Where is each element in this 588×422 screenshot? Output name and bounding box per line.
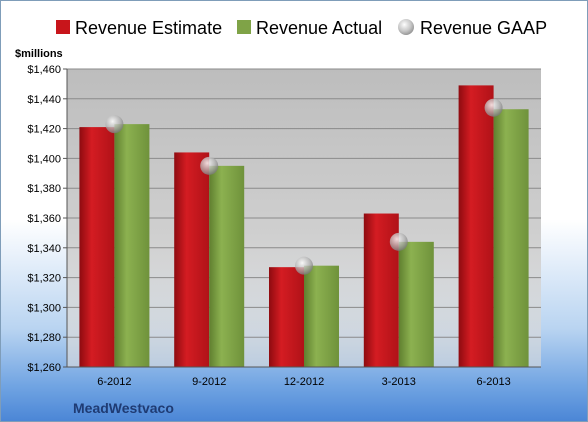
y-tick-label: $1,420 xyxy=(27,124,61,136)
legend-swatch-revenue-estimate xyxy=(56,20,70,34)
gaap-markers xyxy=(105,98,503,275)
bar-revenue-actual xyxy=(398,241,434,367)
bar-revenue-actual xyxy=(493,109,529,367)
bars xyxy=(79,85,529,367)
y-tick-label: $1,280 xyxy=(27,332,61,344)
bar-revenue-actual xyxy=(209,165,245,367)
bar-revenue-actual xyxy=(114,124,150,367)
y-tick-label: $1,260 xyxy=(27,362,61,374)
legend-label-revenue-actual: Revenue Actual xyxy=(256,18,382,38)
legend: Revenue Estimate Revenue Actual Revenue … xyxy=(56,18,547,38)
marker-revenue-gaap xyxy=(484,98,503,117)
bar-revenue-estimate xyxy=(269,267,304,367)
y-tick-label: $1,460 xyxy=(27,64,61,76)
y-tick-label: $1,400 xyxy=(27,153,61,165)
y-tick-label: $1,380 xyxy=(27,183,61,195)
x-tick-label: 6-2012 xyxy=(97,376,131,388)
x-tick-label: 6-2013 xyxy=(476,376,510,388)
y-axis: $1,260 $1,280 $1,300 $1,320 $1,340 $1,360 $1,3… xyxy=(27,64,68,374)
y-tick-label: $1,440 xyxy=(27,94,61,106)
marker-revenue-gaap xyxy=(389,232,408,251)
marker-revenue-gaap xyxy=(105,115,124,134)
legend-marker-revenue-gaap xyxy=(398,19,414,35)
x-tick-label: 12-2012 xyxy=(284,376,324,388)
bar-revenue-estimate xyxy=(458,85,494,367)
y-tick-label: $1,360 xyxy=(27,213,61,225)
bar-revenue-estimate xyxy=(79,127,115,367)
y-tick-label: $1,320 xyxy=(27,273,61,285)
legend-label-revenue-estimate: Revenue Estimate xyxy=(75,18,222,38)
legend-swatch-revenue-actual xyxy=(237,20,251,34)
y-tick-label: $1,340 xyxy=(27,243,61,255)
marker-revenue-gaap xyxy=(200,156,219,175)
x-tick-label: 9-2012 xyxy=(192,376,226,388)
y-tick-label: $1,300 xyxy=(27,302,61,314)
x-axis: 6-2012 9-2012 12-2012 3-2013 6-2013 xyxy=(67,366,541,388)
y-axis-unit-label: $millions xyxy=(15,48,63,60)
marker-revenue-gaap xyxy=(295,256,313,275)
legend-label-revenue-gaap: Revenue GAAP xyxy=(420,18,547,38)
bar-revenue-actual xyxy=(304,265,339,367)
x-tick-label: 3-2013 xyxy=(382,376,416,388)
bar-revenue-estimate xyxy=(174,152,210,367)
company-name: MeadWestvaco xyxy=(73,400,174,416)
